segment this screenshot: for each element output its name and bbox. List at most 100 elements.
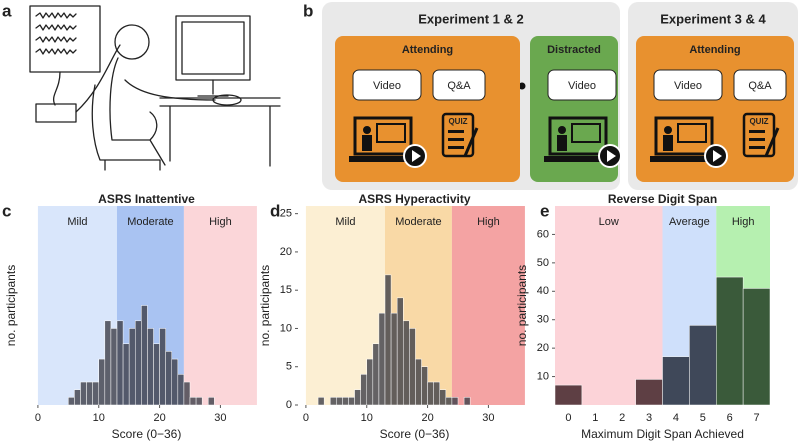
- y-tick-label: 20: [280, 246, 292, 258]
- quiz-label: QUIZ: [749, 117, 768, 126]
- histogram-bar: [141, 305, 148, 406]
- histogram-bar: [402, 320, 410, 406]
- x-tick-label: 0: [35, 412, 41, 424]
- cable: [75, 44, 121, 113]
- bar: [716, 276, 744, 406]
- histogram-bar: [439, 389, 447, 406]
- histogram-bar: [415, 358, 422, 406]
- bar: [554, 384, 583, 406]
- histogram-bar: [348, 397, 355, 406]
- histogram-bar: [360, 374, 367, 406]
- play-icon: [713, 150, 722, 162]
- eeg-traces: [35, 12, 77, 55]
- histogram-bar: [134, 320, 142, 406]
- panel-label: e: [540, 201, 549, 220]
- region-label: Mild: [67, 216, 87, 228]
- item-box: [432, 69, 486, 101]
- histogram-bar: [189, 397, 197, 406]
- histogram-bar: [396, 297, 404, 406]
- chart-title: ASRS Inattentive: [98, 192, 195, 206]
- person: [109, 57, 216, 166]
- x-axis-label: Maximum Digit Span Achieved: [581, 427, 744, 441]
- laptop-screen: [654, 116, 714, 156]
- bar: [662, 356, 690, 406]
- bar: [635, 379, 663, 406]
- histogram-bar: [98, 358, 106, 406]
- quiz-label: QUIZ: [448, 117, 467, 126]
- histogram-bar: [427, 381, 434, 406]
- quiz-line: [448, 138, 464, 141]
- quiz-line: [448, 130, 464, 133]
- region-label: Average: [669, 216, 710, 228]
- y-tick-label: 20: [537, 342, 549, 354]
- histogram-bar: [366, 358, 374, 406]
- histogram-bar: [451, 397, 459, 406]
- x-tick-label: 3: [646, 412, 652, 424]
- item-box: [733, 69, 787, 101]
- block-label: Attending: [402, 44, 453, 56]
- x-tick-label: 30: [214, 412, 226, 424]
- histogram-bar: [409, 328, 416, 406]
- item-label: Q&A: [447, 80, 471, 92]
- teacher: [363, 126, 371, 134]
- x-tick-label: 20: [421, 412, 433, 424]
- item-label: Video: [568, 80, 596, 92]
- pen: [463, 127, 479, 157]
- block-label: Attending: [689, 44, 740, 56]
- x-tick-label: 30: [482, 412, 494, 424]
- cable: [53, 71, 61, 106]
- region: [555, 206, 663, 405]
- head: [114, 24, 150, 60]
- teacher-body: [663, 135, 673, 151]
- monitor: [175, 15, 251, 81]
- quiz-line: [749, 146, 765, 149]
- histogram-bar: [463, 397, 471, 406]
- board: [571, 123, 601, 143]
- board: [677, 123, 707, 143]
- x-tick-label: 0: [303, 412, 309, 424]
- x-axis-label: Score (0−36): [112, 427, 182, 441]
- laptop-base: [349, 156, 417, 162]
- y-tick-label: 5: [286, 361, 292, 373]
- x-tick-label: 5: [700, 412, 706, 424]
- histogram-bar: [116, 320, 124, 406]
- quiz-line: [749, 130, 765, 133]
- y-tick-label: 30: [537, 314, 549, 326]
- bar: [742, 288, 771, 406]
- panel-label: c: [2, 201, 11, 220]
- x-tick-label: 7: [754, 412, 760, 424]
- histogram-bar: [433, 381, 440, 406]
- x-tick-label: 6: [727, 412, 733, 424]
- panel-label: a: [2, 1, 12, 20]
- region-label: Moderate: [127, 216, 173, 228]
- item-label: Video: [373, 80, 401, 92]
- illustration: [29, 5, 281, 171]
- histogram-bar: [177, 374, 185, 406]
- teacher: [664, 126, 672, 134]
- item-box: [352, 69, 422, 101]
- pen: [764, 127, 780, 157]
- teacher-body: [557, 135, 567, 151]
- panel-label: b: [303, 1, 313, 20]
- x-tick-label: 0: [565, 412, 571, 424]
- quiz-line: [448, 146, 464, 149]
- histogram-bar: [74, 389, 81, 406]
- region-label: High: [209, 216, 232, 228]
- y-tick-label: 0: [286, 399, 292, 411]
- region-label: Mild: [335, 216, 355, 228]
- panel-label: d: [270, 201, 280, 220]
- y-tick-label: 10: [537, 370, 549, 382]
- screen: [181, 21, 245, 75]
- teacher: [558, 126, 566, 134]
- region: [451, 206, 525, 405]
- chart-title: Reverse Digit Span: [608, 192, 717, 206]
- histogram-bar: [317, 397, 325, 406]
- chair: [91, 84, 161, 171]
- laptop-base: [650, 156, 718, 162]
- histogram-bar: [336, 397, 343, 406]
- region: [183, 206, 257, 405]
- histogram-bar: [421, 366, 428, 406]
- histogram-bar: [122, 343, 130, 406]
- histogram-bar: [128, 328, 136, 406]
